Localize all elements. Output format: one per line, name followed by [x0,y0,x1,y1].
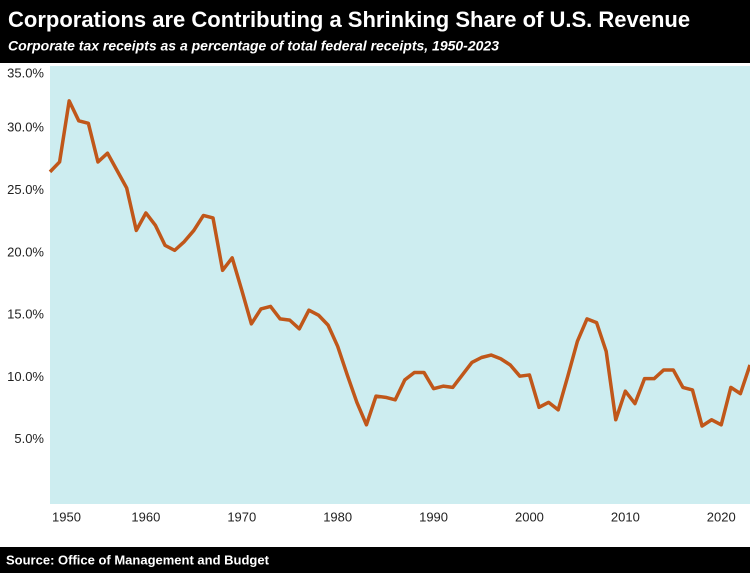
chart-subtitle: Corporate tax receipts as a percentage o… [8,38,499,54]
y-tick-label: 15.0% [7,307,44,322]
x-tick-label: 1980 [323,509,352,524]
plot-area [50,66,750,504]
header [0,0,750,63]
chart-title: Corporations are Contributing a Shrinkin… [8,7,690,32]
y-tick-label: 5.0% [14,431,44,446]
y-tick-label: 35.0% [7,65,44,80]
y-tick-label: 20.0% [7,244,44,259]
x-tick-label: 2010 [611,509,640,524]
source: Source: Office of Management and Budget [6,552,270,567]
x-tick-label: 1950 [52,509,81,524]
x-tick-label: 2020 [707,509,736,524]
x-tick-label: 1960 [131,509,160,524]
x-tick-label: 1990 [419,509,448,524]
y-tick-label: 25.0% [7,182,44,197]
y-tick-label: 30.0% [7,120,44,135]
x-tick-label: 1970 [227,509,256,524]
y-tick-label: 10.0% [7,369,44,384]
line-series [48,99,750,428]
footer [0,547,750,573]
x-tick-label: 2000 [515,509,544,524]
